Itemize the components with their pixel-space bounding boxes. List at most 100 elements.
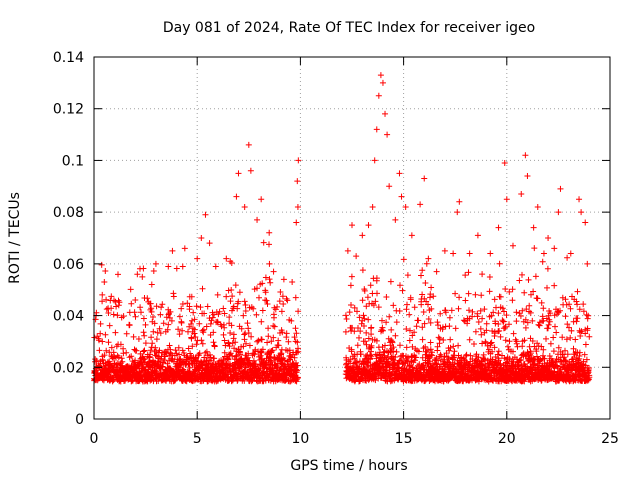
data-point (105, 309, 112, 316)
x-tick-label: 20 (498, 431, 516, 447)
data-point (509, 242, 516, 249)
data-point (386, 183, 393, 190)
data-point (421, 175, 428, 182)
data-point (392, 216, 399, 223)
data-point (241, 203, 248, 210)
x-tick-label: 25 (601, 431, 619, 447)
data-point (433, 268, 440, 275)
grid-lines (94, 57, 610, 419)
data-point (375, 92, 382, 99)
data-point (524, 172, 531, 179)
data-point (266, 260, 273, 267)
data-point (289, 278, 296, 285)
data-point (567, 250, 574, 257)
data-point (294, 178, 301, 185)
data-point (425, 255, 432, 262)
data-point (551, 245, 558, 252)
data-point (365, 222, 372, 229)
plot-frame (93, 56, 611, 420)
data-point (280, 276, 287, 283)
data-point (487, 250, 494, 257)
data-point (258, 196, 265, 203)
data-point (152, 260, 159, 267)
data-point (254, 216, 261, 223)
y-tick-label: 0 (75, 412, 84, 428)
data-point (169, 247, 176, 254)
data-point (294, 203, 301, 210)
data-point (198, 235, 205, 241)
data-point (582, 219, 589, 226)
data-point (545, 235, 552, 241)
y-tick-label: 0.02 (53, 360, 84, 376)
y-tick-labels: 0 0.02 0.04 0.06 0.08 0.1 0.12 0.14 (53, 50, 84, 428)
data-point (373, 126, 380, 133)
data-point (134, 271, 141, 278)
data-point (495, 224, 502, 231)
data-point (534, 203, 541, 210)
data-point (99, 291, 106, 298)
data-point (97, 330, 104, 337)
data-point (227, 258, 234, 265)
data-point (353, 253, 360, 260)
data-point (233, 193, 240, 200)
data-point (293, 219, 300, 226)
data-point (417, 201, 424, 208)
data-point (441, 247, 448, 254)
data-point (576, 196, 583, 203)
data-point (530, 224, 537, 231)
y-tick-label: 0.08 (53, 205, 84, 221)
data-point (408, 232, 415, 239)
x-tick-label: 15 (395, 431, 413, 447)
data-point (503, 196, 510, 203)
data-point (518, 191, 525, 198)
data-point (522, 152, 529, 159)
x-tick-labels: 0 5 10 15 20 25 (90, 431, 619, 447)
y-axis-label: ROTI / TECUs (7, 192, 23, 284)
data-point-cloud (91, 229, 593, 385)
data-point (206, 240, 213, 247)
data-point (270, 268, 277, 275)
data-point (557, 185, 564, 192)
data-point (474, 232, 481, 239)
data-point (101, 278, 108, 285)
data-point (165, 263, 172, 270)
y-tick-label: 0.14 (53, 50, 84, 66)
data-point (344, 247, 351, 254)
x-tick-label: 10 (291, 431, 309, 447)
data-point (456, 198, 463, 205)
data-point (379, 79, 386, 86)
y-tick-label: 0.06 (53, 257, 84, 273)
data-point (450, 250, 457, 257)
data-point (148, 281, 155, 288)
chart-title: Day 081 of 2024, Rate Of TEC Index for r… (163, 20, 535, 36)
data-point (349, 222, 355, 229)
data-point (396, 170, 403, 177)
x-tick-label: 0 (90, 431, 99, 447)
data-point (212, 263, 219, 270)
data-point (555, 209, 562, 216)
data-point (194, 255, 201, 262)
data-point (181, 245, 188, 252)
data-point (235, 170, 242, 177)
data-point (132, 297, 139, 304)
data-point (466, 250, 473, 257)
x-axis-label: GPS time / hours (290, 458, 407, 474)
data-point (371, 157, 378, 164)
y-tick-label: 0.04 (53, 309, 84, 325)
data-point (377, 72, 384, 79)
data-point (402, 203, 409, 210)
y-tick-label: 0.12 (53, 102, 84, 118)
data-point (295, 157, 302, 164)
data-point (501, 160, 508, 167)
data-point (115, 302, 122, 309)
data-point (578, 209, 585, 216)
data-point (247, 167, 254, 174)
data-point (382, 110, 389, 117)
data-point (369, 203, 376, 210)
data-point (359, 232, 366, 239)
x-tick-label: 5 (193, 431, 202, 447)
data-point (384, 131, 391, 138)
data-points (91, 72, 593, 385)
data-point (179, 263, 186, 270)
